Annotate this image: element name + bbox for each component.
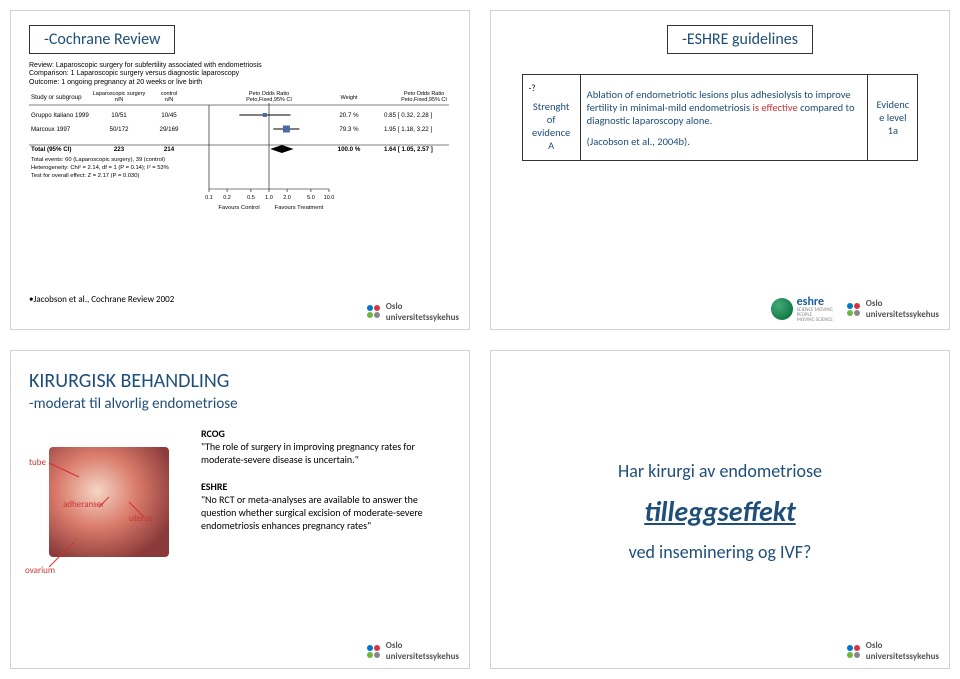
svg-text:0.5: 0.5 (247, 195, 255, 201)
svg-text:0.1: 0.1 (205, 195, 213, 201)
svg-text:100.0 %: 100.0 % (338, 146, 361, 153)
forest-svg: Study or subgroupLaparoscopic surgeryn/N… (29, 89, 449, 239)
svg-text:214: 214 (164, 146, 175, 153)
eshre-circle-icon (771, 298, 793, 320)
svg-text:0.85 [ 0.32, 2.28 ]: 0.85 [ 0.32, 2.28 ] (384, 112, 432, 119)
eshre-logo: eshre SCIENCE MOVINGPEOPLEMOVING SCIENCE (771, 296, 833, 323)
svg-text:Heterogeneity: Chi² = 2.14, df: Heterogeneity: Chi² = 2.14, df = 1 (P = … (31, 165, 169, 171)
ous-logo-text: Oslo universitetssykehus (386, 301, 459, 323)
ous-dots-icon (847, 303, 860, 316)
svg-text:Gruppo Italiano 1999: Gruppo Italiano 1999 (31, 112, 89, 119)
svg-text:Weight: Weight (340, 95, 357, 101)
ous-dots-icon (367, 645, 380, 658)
q-line3: ved inseminering og IVF? (629, 541, 812, 563)
svg-text:Test for overall effect: Z = 2: Test for overall effect: Z = 2.17 (P = 0… (31, 173, 139, 179)
svg-text:223: 223 (114, 146, 125, 153)
svg-text:0.2: 0.2 (223, 195, 231, 201)
svg-text:10.0: 10.0 (324, 195, 335, 201)
slide-kirurgisk: KIRURGISK BEHANDLING -moderat til alvorl… (10, 350, 470, 670)
svg-text:1.64 [ 1.05, 2.57 ]: 1.64 [ 1.05, 2.57 ] (384, 146, 433, 153)
ous-logo-text-4: Oslo universitetssykehus (866, 640, 939, 662)
eshre-text: "No RCT or meta-analyses are available t… (201, 493, 451, 532)
svg-text:Favours Treatment: Favours Treatment (275, 205, 324, 211)
eshre-col2: Ablation of endometriotic lesions plus a… (580, 75, 868, 161)
rcog-heading: RCOG (201, 427, 451, 440)
ous-logo-text-2: Oslo universitetssykehus (866, 298, 939, 320)
svg-text:10/45: 10/45 (161, 112, 177, 119)
svg-text:5.0: 5.0 (307, 195, 315, 201)
footer-logo-4: Oslo universitetssykehus (847, 640, 939, 662)
eshre-heading: ESHRE (201, 480, 451, 493)
svg-text:Total events: 60 (Laparoscopic: Total events: 60 (Laparoscopic surgery),… (31, 157, 165, 163)
q-line1: Har kirurgi av endometriose (618, 460, 822, 482)
slide3-title: KIRURGISK BEHANDLING (29, 369, 451, 393)
slide1-ref: •Jacobson et al., Cochrane Review 2002 (29, 294, 174, 305)
footer-logo-3: Oslo universitetssykehus (367, 640, 459, 662)
forest-plot: Review: Laparoscopic surgery for subfert… (29, 62, 451, 242)
ous-logo-text-3: Oslo universitetssykehus (386, 640, 459, 662)
svg-text:10/51: 10/51 (111, 112, 127, 119)
svg-text:n/N: n/N (115, 97, 124, 103)
svg-text:Marcoux 1997: Marcoux 1997 (31, 126, 71, 133)
footer-logo-2: eshre SCIENCE MOVINGPEOPLEMOVING SCIENCE… (771, 296, 939, 323)
slide1-title: -Cochrane Review (29, 25, 175, 54)
svg-text:20.7 %: 20.7 % (339, 112, 359, 119)
slide3-text: RCOG "The role of surgery in improving p… (201, 427, 451, 577)
svg-text:2.0: 2.0 (283, 195, 291, 201)
svg-text:79.3 %: 79.3 % (339, 126, 359, 133)
slide-question: Har kirurgi av endometriose tilleggseffe… (490, 350, 950, 670)
slide-eshre: -ESHRE guidelines -? Strenght of evidenc… (490, 10, 950, 330)
ous-dots-icon (367, 305, 380, 318)
anatomy-image: tube adheranser uterus ovarium (29, 427, 189, 577)
svg-text:50/172: 50/172 (110, 126, 129, 133)
svg-text:Study or subgroup: Study or subgroup (31, 94, 82, 101)
svg-text:29/169: 29/169 (160, 126, 179, 133)
svg-text:Favours Control: Favours Control (218, 205, 259, 211)
svg-text:n/N: n/N (165, 97, 174, 103)
label-lines (29, 427, 189, 577)
slide3-subtitle: -moderat til alvorlig endometriose (29, 395, 451, 413)
slide-cochrane: -Cochrane Review Review: Laparoscopic su… (10, 10, 470, 330)
q-line2: tilleggseffekt (644, 494, 795, 529)
eshre-col1: -? Strenght of evidence A (522, 75, 580, 161)
rcog-text: "The role of surgery in improving pregna… (201, 440, 451, 466)
slide2-title: -ESHRE guidelines (667, 25, 813, 54)
footer-logo: Oslo universitetssykehus (367, 301, 459, 323)
svg-text:Total (95% CI): Total (95% CI) (31, 146, 71, 153)
svg-text:1.0: 1.0 (265, 195, 273, 201)
eshre-tagline: SCIENCE MOVINGPEOPLEMOVING SCIENCE (797, 308, 833, 323)
ous-dots-icon (847, 645, 860, 658)
svg-text:Peto,Fixed,95% CI: Peto,Fixed,95% CI (401, 97, 447, 103)
eshre-col3: Evidenc e level 1a (868, 75, 918, 161)
svg-text:1.95 [ 1.18, 3.22 ]: 1.95 [ 1.18, 3.22 ] (384, 126, 432, 133)
eshre-table: -? Strenght of evidence A Ablation of en… (522, 74, 919, 161)
svg-text:Peto,Fixed,95% CI: Peto,Fixed,95% CI (246, 97, 292, 103)
